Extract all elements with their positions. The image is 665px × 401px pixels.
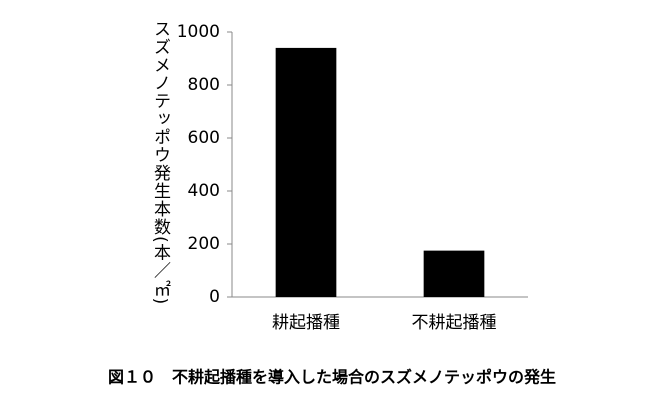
- y-tick-label: 400: [188, 181, 220, 201]
- x-tick-label: 不耕起播種: [412, 313, 497, 333]
- bar: [275, 47, 337, 298]
- y-axis-label: スズメノテッポウ発生本数(本／㎡): [150, 20, 171, 305]
- x-tick-label: 耕起播種: [272, 313, 340, 333]
- y-tick-label: 1000: [177, 22, 220, 42]
- chart-caption: 図１０ 不耕起播種を導入した場合のスズメノテッポウの発生: [108, 368, 556, 387]
- y-tick-label: 600: [188, 128, 220, 148]
- bar: [423, 250, 485, 297]
- y-tick-label: 800: [188, 75, 220, 95]
- y-tick-label: 200: [188, 234, 220, 254]
- y-tick-label: 0: [209, 287, 220, 307]
